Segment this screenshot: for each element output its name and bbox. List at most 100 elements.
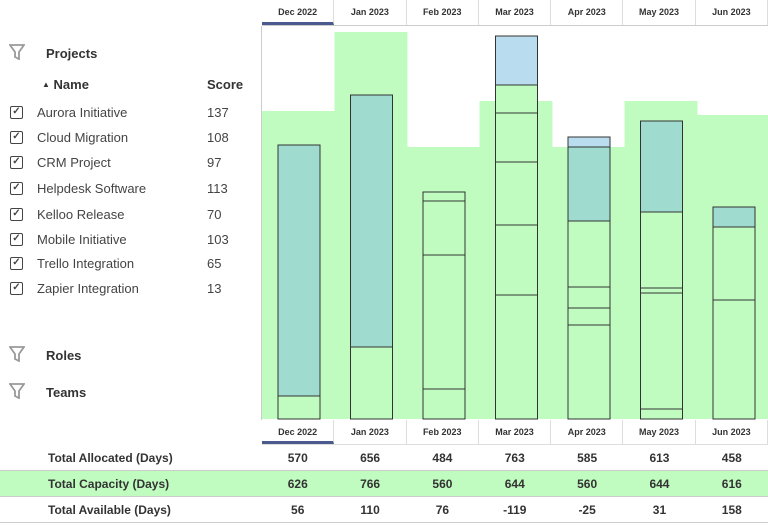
allocation-segment[interactable]	[495, 35, 538, 86]
month-tab[interactable]: Jun 2023	[696, 0, 768, 25]
project-score: 137	[207, 105, 229, 120]
month-header-bottom: Dec 2022 Jan 2023 Feb 2023 Mar 2023 Apr 2023…	[262, 420, 768, 445]
allocated-value: 763	[504, 451, 525, 465]
total-allocated-row: Total Allocated (Days) 570 656 484 763 585 613…	[0, 445, 768, 471]
month-tab[interactable]: Dec 2022	[262, 420, 335, 444]
project-name: Aurora Initiative	[37, 105, 128, 120]
project-row[interactable]: ✓ CRM Project 97	[10, 154, 250, 174]
available-value: 31	[652, 503, 667, 517]
total-available-label: Total Available (Days)	[48, 503, 171, 517]
project-score: 13	[207, 281, 222, 296]
capacity-value: 626	[287, 477, 308, 491]
filter-panel: Projects ▲ Name Score ✓ Aurora Initiativ…	[0, 26, 262, 420]
project-name: Cloud Migration	[37, 130, 129, 145]
allocation-segment[interactable]	[495, 161, 538, 226]
month-tab[interactable]: Apr 2023	[551, 0, 624, 25]
checkbox[interactable]: ✓	[10, 282, 23, 295]
allocated-value: 458	[721, 451, 742, 465]
month-tab[interactable]: May 2023	[623, 420, 696, 444]
capacity-value: 644	[649, 477, 670, 491]
allocation-segment[interactable]	[422, 388, 466, 420]
allocation-segment[interactable]	[567, 286, 611, 309]
project-score: 103	[207, 232, 229, 247]
month-tab[interactable]: Apr 2023	[551, 420, 624, 444]
project-name: Helpdesk Software	[37, 181, 147, 196]
allocation-segment[interactable]	[640, 211, 683, 289]
total-allocated-label: Total Allocated (Days)	[48, 451, 173, 465]
sort-ascending-icon: ▲	[42, 80, 50, 89]
month-tab[interactable]: Feb 2023	[407, 420, 479, 444]
teams-filter-title[interactable]: Teams	[46, 385, 87, 400]
allocation-segment[interactable]	[422, 254, 466, 390]
allocation-segment[interactable]	[277, 144, 321, 397]
project-score: 65	[207, 256, 222, 271]
project-row[interactable]: ✓ Kelloo Release 70	[10, 206, 250, 226]
allocation-segment[interactable]	[350, 94, 393, 348]
project-name: Mobile Initiative	[37, 232, 127, 247]
allocation-segment[interactable]	[567, 136, 611, 148]
name-column-header[interactable]: ▲ Name	[42, 77, 89, 92]
project-name: Zapier Integration	[37, 281, 139, 296]
checkbox[interactable]: ✓	[10, 131, 23, 144]
allocation-segment[interactable]	[277, 395, 321, 420]
project-row[interactable]: ✓ Helpdesk Software 113	[10, 180, 250, 200]
allocated-value: 613	[649, 451, 670, 465]
allocation-segment[interactable]	[640, 408, 683, 420]
project-score: 108	[207, 130, 229, 145]
checkbox[interactable]: ✓	[10, 208, 23, 221]
month-tab[interactable]: May 2023	[623, 0, 696, 25]
allocation-segment[interactable]	[495, 112, 538, 163]
allocation-segment[interactable]	[712, 299, 756, 420]
month-tab[interactable]: Dec 2022	[262, 0, 335, 25]
capacity-value: 766	[360, 477, 381, 491]
capacity-value: 560	[577, 477, 598, 491]
allocation-segment[interactable]	[640, 292, 683, 410]
capacity-value: 644	[504, 477, 525, 491]
allocation-segment[interactable]	[567, 220, 611, 288]
total-available-row: Total Available (Days) 56 110 76 -119 -25 31 15…	[0, 497, 768, 523]
roles-filter-title[interactable]: Roles	[46, 348, 82, 363]
checkbox[interactable]: ✓	[10, 233, 23, 246]
available-value: 158	[721, 503, 742, 517]
checkbox[interactable]: ✓	[10, 156, 23, 169]
month-tab[interactable]: Feb 2023	[407, 0, 479, 25]
month-tab[interactable]: Jan 2023	[334, 0, 407, 25]
allocation-segment[interactable]	[495, 84, 538, 114]
project-row[interactable]: ✓ Cloud Migration 108	[10, 129, 250, 149]
score-column-header[interactable]: Score	[207, 77, 244, 92]
allocation-segment[interactable]	[567, 146, 611, 222]
month-tab[interactable]: Mar 2023	[479, 0, 552, 25]
allocation-segment[interactable]	[495, 224, 538, 296]
project-score: 113	[207, 181, 228, 196]
project-row[interactable]: ✓ Aurora Initiative 137	[10, 104, 250, 124]
project-row[interactable]: ✓ Trello Integration 65	[10, 255, 250, 275]
allocation-segment[interactable]	[567, 307, 611, 326]
month-tab[interactable]: Mar 2023	[479, 420, 552, 444]
checkbox[interactable]: ✓	[10, 106, 23, 119]
allocation-segment[interactable]	[712, 226, 756, 301]
capacity-chart	[262, 32, 768, 420]
allocation-segment[interactable]	[350, 346, 393, 420]
total-capacity-label: Total Capacity (Days)	[48, 477, 170, 491]
total-capacity-row: Total Capacity (Days) 626 766 560 644 560 644 6…	[0, 471, 768, 497]
checkbox[interactable]: ✓	[10, 182, 23, 195]
month-tab[interactable]: Jun 2023	[696, 420, 768, 444]
allocation-segment[interactable]	[640, 287, 683, 294]
allocation-segment[interactable]	[712, 206, 756, 228]
checkbox[interactable]: ✓	[10, 257, 23, 270]
allocation-segment[interactable]	[422, 191, 466, 202]
project-row[interactable]: ✓ Zapier Integration 13	[10, 280, 250, 300]
month-tab[interactable]: Jan 2023	[334, 420, 407, 444]
available-value: 76	[435, 503, 450, 517]
allocation-segment[interactable]	[422, 200, 466, 256]
funnel-icon[interactable]	[9, 346, 25, 362]
allocation-segment[interactable]	[640, 120, 683, 213]
allocated-value: 484	[432, 451, 453, 465]
allocation-segment[interactable]	[495, 294, 538, 420]
allocation-segment[interactable]	[567, 324, 611, 420]
projects-filter-title[interactable]: Projects	[46, 46, 98, 61]
funnel-icon[interactable]	[9, 383, 25, 399]
funnel-icon[interactable]	[9, 44, 25, 60]
capacity-value: 616	[721, 477, 742, 491]
project-row[interactable]: ✓ Mobile Initiative 103	[10, 231, 250, 251]
